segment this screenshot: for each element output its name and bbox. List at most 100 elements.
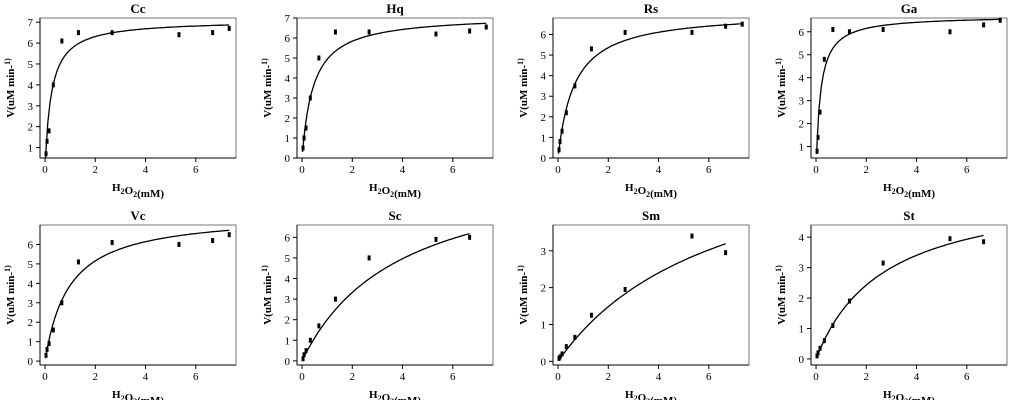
data-point: [822, 56, 826, 62]
data-point: [304, 348, 308, 354]
y-tick-label: 0: [285, 356, 291, 368]
data-point: [76, 259, 80, 265]
x-axis-label: H2O2(mM): [369, 389, 421, 400]
y-tick-label: 1: [28, 143, 34, 155]
y-tick-label: 3: [28, 101, 34, 113]
x-tick-label: 2: [350, 371, 356, 383]
data-point: [982, 22, 986, 28]
y-tick-label: 1: [28, 337, 34, 349]
x-tick-label: 4: [143, 371, 149, 383]
plot-frame: [552, 17, 750, 159]
fit-curve: [815, 18, 1001, 155]
x-tick-label: 4: [914, 164, 920, 176]
data-point: [211, 30, 215, 36]
y-tick-label: 3: [285, 93, 291, 105]
y-tick-label: 3: [28, 298, 34, 310]
x-tick-label: 4: [914, 371, 920, 383]
y-tick-label: 7: [28, 17, 34, 29]
x-tick-label: 6: [193, 371, 199, 383]
x-axis-label: H2O2(mM): [369, 182, 421, 200]
y-axis-label: V(uM min-1): [774, 58, 788, 118]
chart-title: St: [903, 208, 915, 223]
x-tick-label: 2: [606, 164, 612, 176]
data-point: [301, 145, 305, 151]
data-point: [45, 138, 49, 144]
data-point: [484, 24, 488, 30]
data-point: [434, 31, 438, 37]
data-point: [44, 352, 48, 358]
fit-curve: [301, 232, 470, 361]
data-point: [110, 240, 114, 245]
data-point: [317, 323, 321, 329]
x-axis-label: H2O2(mM): [112, 182, 164, 200]
y-tick-label: 2: [285, 315, 291, 327]
y-tick-label: 2: [285, 113, 291, 125]
y-tick-label: 7: [285, 13, 291, 25]
x-tick-label: 6: [193, 164, 199, 176]
data-point: [831, 26, 835, 32]
data-point: [558, 139, 562, 145]
data-point: [589, 46, 593, 52]
data-point: [815, 353, 819, 359]
data-point: [818, 345, 822, 351]
data-point: [367, 255, 371, 261]
y-tick-label: 1: [285, 133, 291, 145]
y-axis-label: V(uM min-1): [260, 58, 274, 118]
x-tick-label: 2: [864, 164, 870, 176]
y-tick-label: 0: [541, 153, 547, 165]
y-tick-label: 4: [541, 71, 547, 83]
data-point: [881, 260, 885, 266]
y-tick-label: 6: [541, 29, 547, 41]
plot-frame: [810, 17, 1008, 159]
chart-panel-sm: Sm 0 2 4 6 0 1 2 3 H2O2(mM) V(uM min-1): [516, 208, 750, 400]
x-axis-label: H2O2(mM): [625, 182, 677, 200]
y-tick-label: 5: [28, 259, 34, 271]
fit-curve: [557, 23, 743, 154]
data-point: [740, 21, 744, 27]
y-tick-label: 3: [799, 96, 805, 108]
fit-curve: [44, 24, 230, 158]
plot-frame: [296, 224, 494, 366]
fit-curve: [557, 243, 726, 361]
y-tick-label: 1: [799, 142, 805, 154]
plot-frame: [39, 17, 237, 159]
data-point: [560, 351, 564, 357]
y-axis-label: V(uM min-1): [260, 265, 274, 325]
data-point: [589, 312, 593, 318]
fit-curve: [301, 22, 487, 152]
y-tick-label: 3: [541, 246, 547, 258]
x-tick-label: 6: [964, 164, 970, 176]
x-tick-label: 6: [450, 371, 456, 383]
data-point: [623, 286, 627, 292]
y-tick-label: 6: [799, 27, 805, 39]
chart-panel-sc: Sc 0 2 4 6 0 1 2 3 4 5 6 H2O2(mM) V(uM min-1): [260, 208, 494, 400]
x-tick-label: 0: [813, 164, 819, 176]
data-point: [557, 147, 561, 153]
data-point: [47, 341, 51, 347]
data-point: [308, 95, 312, 101]
data-point: [434, 236, 438, 242]
x-axis-label: H2O2(mM): [112, 389, 164, 400]
data-point: [45, 346, 49, 352]
chart-panel-hq: Hq 0 2 4 6 0 1 2 3 4 5 6 7 H2O2(mM) V(uM min-1): [260, 1, 494, 200]
y-tick-label: 5: [541, 50, 547, 62]
x-tick-label: 0: [555, 371, 561, 383]
data-point: [110, 30, 114, 36]
data-point: [623, 29, 627, 35]
chart-panel-vc: Vc 0 2 4 6 0 1 2 3 4 5 6 H2O2(mM) V(uM min-1): [3, 208, 237, 400]
x-tick-label: 6: [450, 164, 456, 176]
data-point: [227, 232, 231, 238]
data-point: [724, 250, 728, 256]
y-tick-label: 2: [28, 317, 34, 329]
y-tick-label: 0: [285, 153, 291, 165]
data-point: [302, 352, 306, 358]
y-tick-label: 2: [541, 112, 547, 124]
chart-panel-cc: Cc 0 2 4 6 1 2 3 4 5 6 7 H2O2(mM) V(uM min-1): [3, 1, 237, 200]
plot-frame: [810, 224, 1008, 366]
data-point: [690, 29, 694, 35]
y-tick-label: 6: [28, 239, 34, 251]
y-axis-label: V(uM min-1): [516, 58, 530, 118]
data-point: [948, 29, 952, 35]
x-tick-label: 0: [299, 164, 305, 176]
x-tick-label: 4: [656, 371, 662, 383]
